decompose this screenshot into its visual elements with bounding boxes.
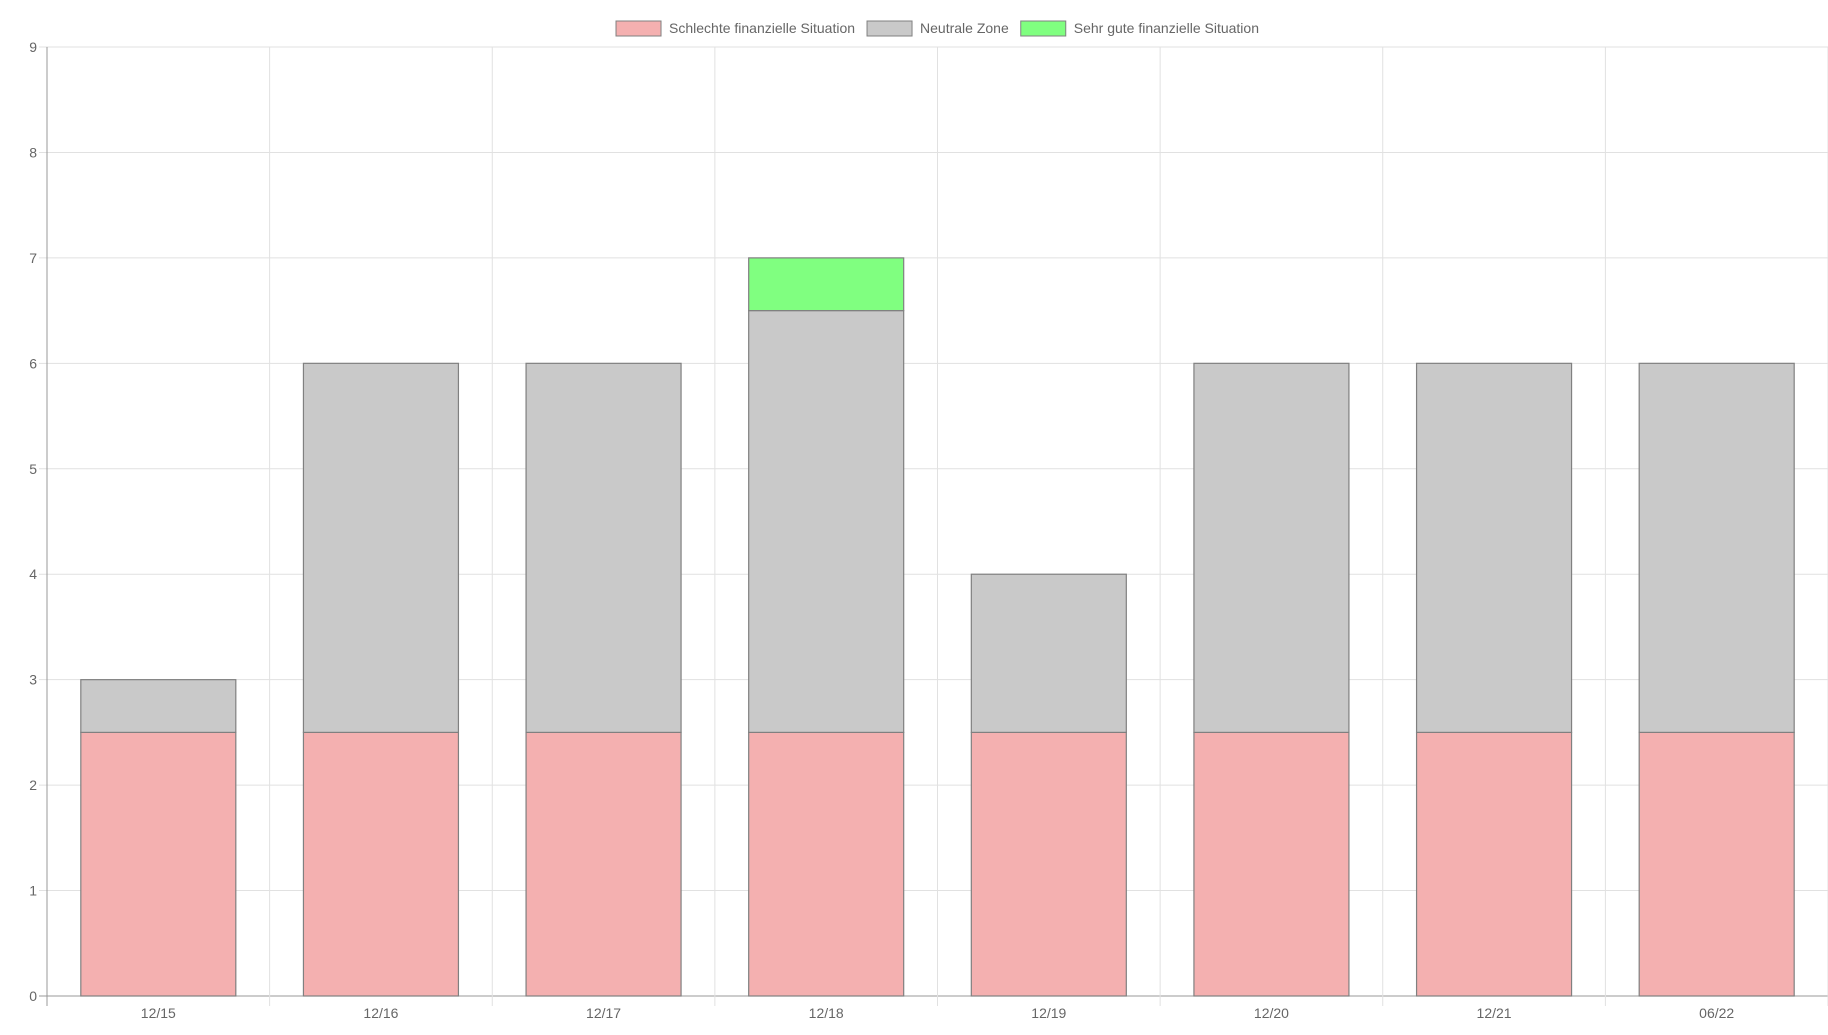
bar-segment-2[interactable] <box>302 362 460 733</box>
bar-segment-3[interactable] <box>748 257 905 312</box>
y-tick-label: 1 <box>29 883 37 899</box>
bar-segment-2[interactable] <box>525 362 682 733</box>
bars <box>80 257 1795 997</box>
bar-segment-2[interactable] <box>748 310 905 733</box>
x-tick-label: 12/16 <box>363 1005 398 1021</box>
y-tick-label: 8 <box>29 144 37 160</box>
y-tick-label: 9 <box>29 39 37 55</box>
legend-label[interactable]: Sehr gute finanzielle Situation <box>1074 20 1259 36</box>
y-tick-label: 0 <box>29 988 37 1004</box>
bar-segment-2[interactable] <box>1415 362 1573 733</box>
bar-segment-1[interactable] <box>1638 731 1795 997</box>
bar-segment-1[interactable] <box>1193 731 1350 997</box>
bar-segment-1[interactable] <box>748 731 905 997</box>
x-tick-label: 06/22 <box>1699 1005 1734 1021</box>
y-tick-label: 3 <box>29 672 37 688</box>
legend-swatch[interactable] <box>1020 20 1067 37</box>
bar-segment-1[interactable] <box>525 731 682 997</box>
bar-segment-1[interactable] <box>80 731 237 997</box>
bar-segment-1[interactable] <box>970 731 1127 997</box>
y-tick-label: 5 <box>29 461 37 477</box>
y-tick-label: 6 <box>29 355 37 371</box>
x-tick-label: 12/21 <box>1477 1005 1512 1021</box>
x-tick-label: 12/19 <box>1031 1005 1066 1021</box>
legend-label[interactable]: Schlechte finanzielle Situation <box>669 20 855 36</box>
legend-label[interactable]: Neutrale Zone <box>920 20 1009 36</box>
y-tick-label: 2 <box>29 777 37 793</box>
y-tick-label: 4 <box>29 566 37 582</box>
axes: 0 1 2 3 4 5 6 7 8 9 12/15 12/16 12/17 12/18 12/19 12/20… <box>29 39 1734 1021</box>
x-tick-label: 12/17 <box>586 1005 621 1021</box>
bar-segment-1[interactable] <box>302 731 460 997</box>
legend-swatch[interactable] <box>866 20 913 37</box>
bar-segment-1[interactable] <box>1415 731 1573 997</box>
bar-segment-2[interactable] <box>80 679 237 733</box>
bar-segment-2[interactable] <box>1638 362 1795 733</box>
bar-segment-2[interactable] <box>970 573 1127 733</box>
x-tick-label: 12/18 <box>809 1005 844 1021</box>
legend: Schlechte finanzielle Situation Neutrale … <box>615 20 1259 37</box>
legend-swatch[interactable] <box>615 20 662 37</box>
x-tick-label: 12/15 <box>141 1005 176 1021</box>
x-tick-label: 12/20 <box>1254 1005 1289 1021</box>
y-tick-label: 7 <box>29 250 37 266</box>
bar-segment-2[interactable] <box>1193 362 1350 733</box>
